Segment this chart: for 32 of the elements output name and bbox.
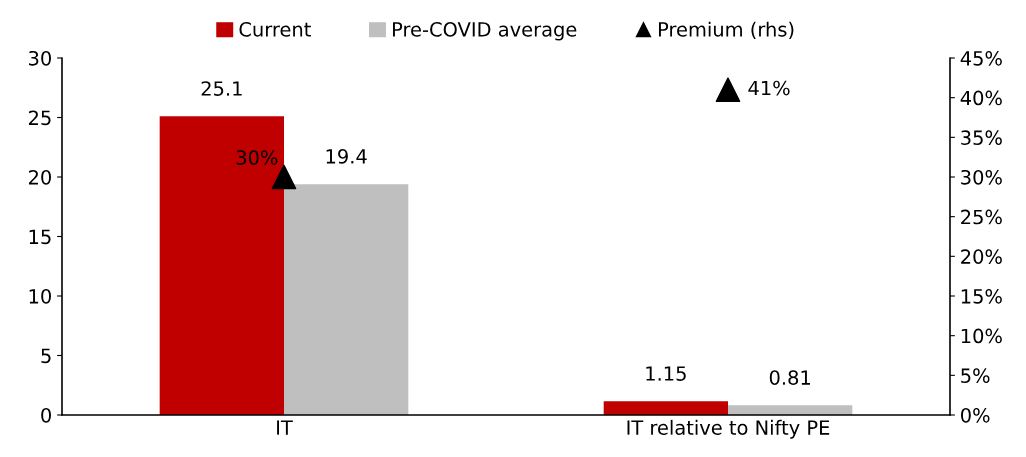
- y-tick-label: 25: [28, 110, 51, 126]
- y-tick-label: 20: [28, 169, 51, 185]
- bar: [728, 405, 853, 415]
- x-tick-label: IT relative to Nifty PE: [627, 419, 830, 439]
- y2-tick-label: 15%: [961, 288, 1002, 304]
- y2-tick-label: 40%: [960, 90, 1002, 106]
- y2-tick-label: 45%: [960, 50, 1002, 66]
- y2-tick-label: 0%: [961, 407, 990, 423]
- y-tick-label: 10: [29, 288, 51, 304]
- y2-tick-label: 10%: [961, 328, 1002, 344]
- y-tick-label: 30: [29, 50, 51, 66]
- legend-label: Current: [239, 22, 311, 37]
- bar: [284, 184, 409, 415]
- x-tick-label: IT: [277, 420, 293, 435]
- data-label: 1.15: [646, 366, 686, 381]
- data-label: 41%: [748, 80, 790, 96]
- data-label: 30%: [236, 150, 278, 165]
- data-label: 25.1: [201, 81, 242, 96]
- legend-label: Premium (rhs): [658, 21, 794, 40]
- bar: [603, 401, 728, 415]
- y2-tick-label: 20%: [961, 249, 1002, 264]
- y-tick-label: 15: [29, 229, 51, 245]
- bar: [159, 116, 284, 415]
- y2-tick-label: 30%: [961, 169, 1002, 185]
- legend-label: Pre-COVID average: [393, 22, 577, 41]
- y2-tick-label: 25%: [961, 209, 1002, 225]
- data-label: 19.4: [326, 149, 367, 164]
- y2-tick-label: 35%: [961, 130, 1002, 145]
- y-tick-label: 0: [41, 407, 51, 423]
- y-tick-label: 5: [41, 348, 51, 364]
- y2-tick-label: 5%: [961, 368, 990, 383]
- data-label: 0.81: [769, 370, 811, 385]
